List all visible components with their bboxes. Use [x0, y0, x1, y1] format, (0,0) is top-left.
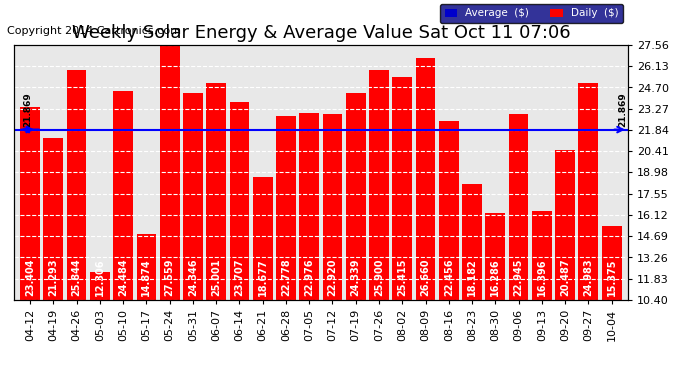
Bar: [230, 102, 249, 300]
Bar: [602, 226, 622, 300]
Bar: [20, 107, 40, 300]
Text: 25.844: 25.844: [72, 258, 81, 296]
Bar: [578, 83, 598, 300]
Bar: [532, 211, 552, 300]
Text: Copyright 2014 Cartronics.com: Copyright 2014 Cartronics.com: [7, 26, 181, 36]
Bar: [462, 184, 482, 300]
Title: Weekly Solar Energy & Average Value Sat Oct 11 07:06: Weekly Solar Energy & Average Value Sat …: [72, 24, 570, 42]
Text: 24.983: 24.983: [583, 258, 593, 296]
Text: 16.396: 16.396: [537, 258, 547, 296]
Bar: [160, 45, 179, 300]
Bar: [299, 113, 319, 300]
Text: 24.339: 24.339: [351, 258, 361, 296]
Text: 27.559: 27.559: [165, 258, 175, 296]
Text: 22.456: 22.456: [444, 258, 454, 296]
Text: 18.182: 18.182: [467, 258, 477, 296]
Text: 12.306: 12.306: [95, 258, 105, 296]
Bar: [323, 114, 342, 300]
Text: 21.869: 21.869: [23, 93, 32, 128]
Bar: [113, 91, 133, 300]
Bar: [276, 116, 296, 300]
Bar: [509, 114, 529, 300]
Bar: [346, 93, 366, 300]
Bar: [253, 177, 273, 300]
Bar: [183, 93, 203, 300]
Text: 21.293: 21.293: [48, 258, 59, 296]
Text: 25.415: 25.415: [397, 258, 407, 296]
Text: 14.874: 14.874: [141, 258, 151, 296]
Bar: [369, 70, 389, 300]
Text: 24.346: 24.346: [188, 258, 198, 296]
Text: 23.707: 23.707: [235, 258, 244, 296]
Text: 22.976: 22.976: [304, 258, 314, 296]
Text: 16.286: 16.286: [491, 258, 500, 296]
Text: 22.920: 22.920: [328, 258, 337, 296]
Legend: Average  ($), Daily  ($): Average ($), Daily ($): [440, 4, 622, 22]
Bar: [137, 234, 156, 300]
Text: 26.660: 26.660: [420, 258, 431, 296]
Text: 15.375: 15.375: [607, 258, 617, 296]
Text: 20.487: 20.487: [560, 258, 570, 296]
Bar: [486, 213, 505, 300]
Text: 21.869: 21.869: [619, 93, 628, 128]
Text: 23.404: 23.404: [25, 258, 35, 296]
Bar: [43, 138, 63, 300]
Text: 22.945: 22.945: [513, 258, 524, 296]
Bar: [555, 150, 575, 300]
Bar: [415, 58, 435, 300]
Bar: [67, 70, 86, 300]
Text: 25.900: 25.900: [374, 258, 384, 296]
Text: 24.484: 24.484: [118, 258, 128, 296]
Bar: [206, 83, 226, 300]
Bar: [439, 121, 459, 300]
Text: 25.001: 25.001: [211, 258, 221, 296]
Bar: [393, 77, 412, 300]
Text: 18.677: 18.677: [257, 258, 268, 296]
Text: 22.778: 22.778: [281, 258, 291, 296]
Bar: [90, 272, 110, 300]
